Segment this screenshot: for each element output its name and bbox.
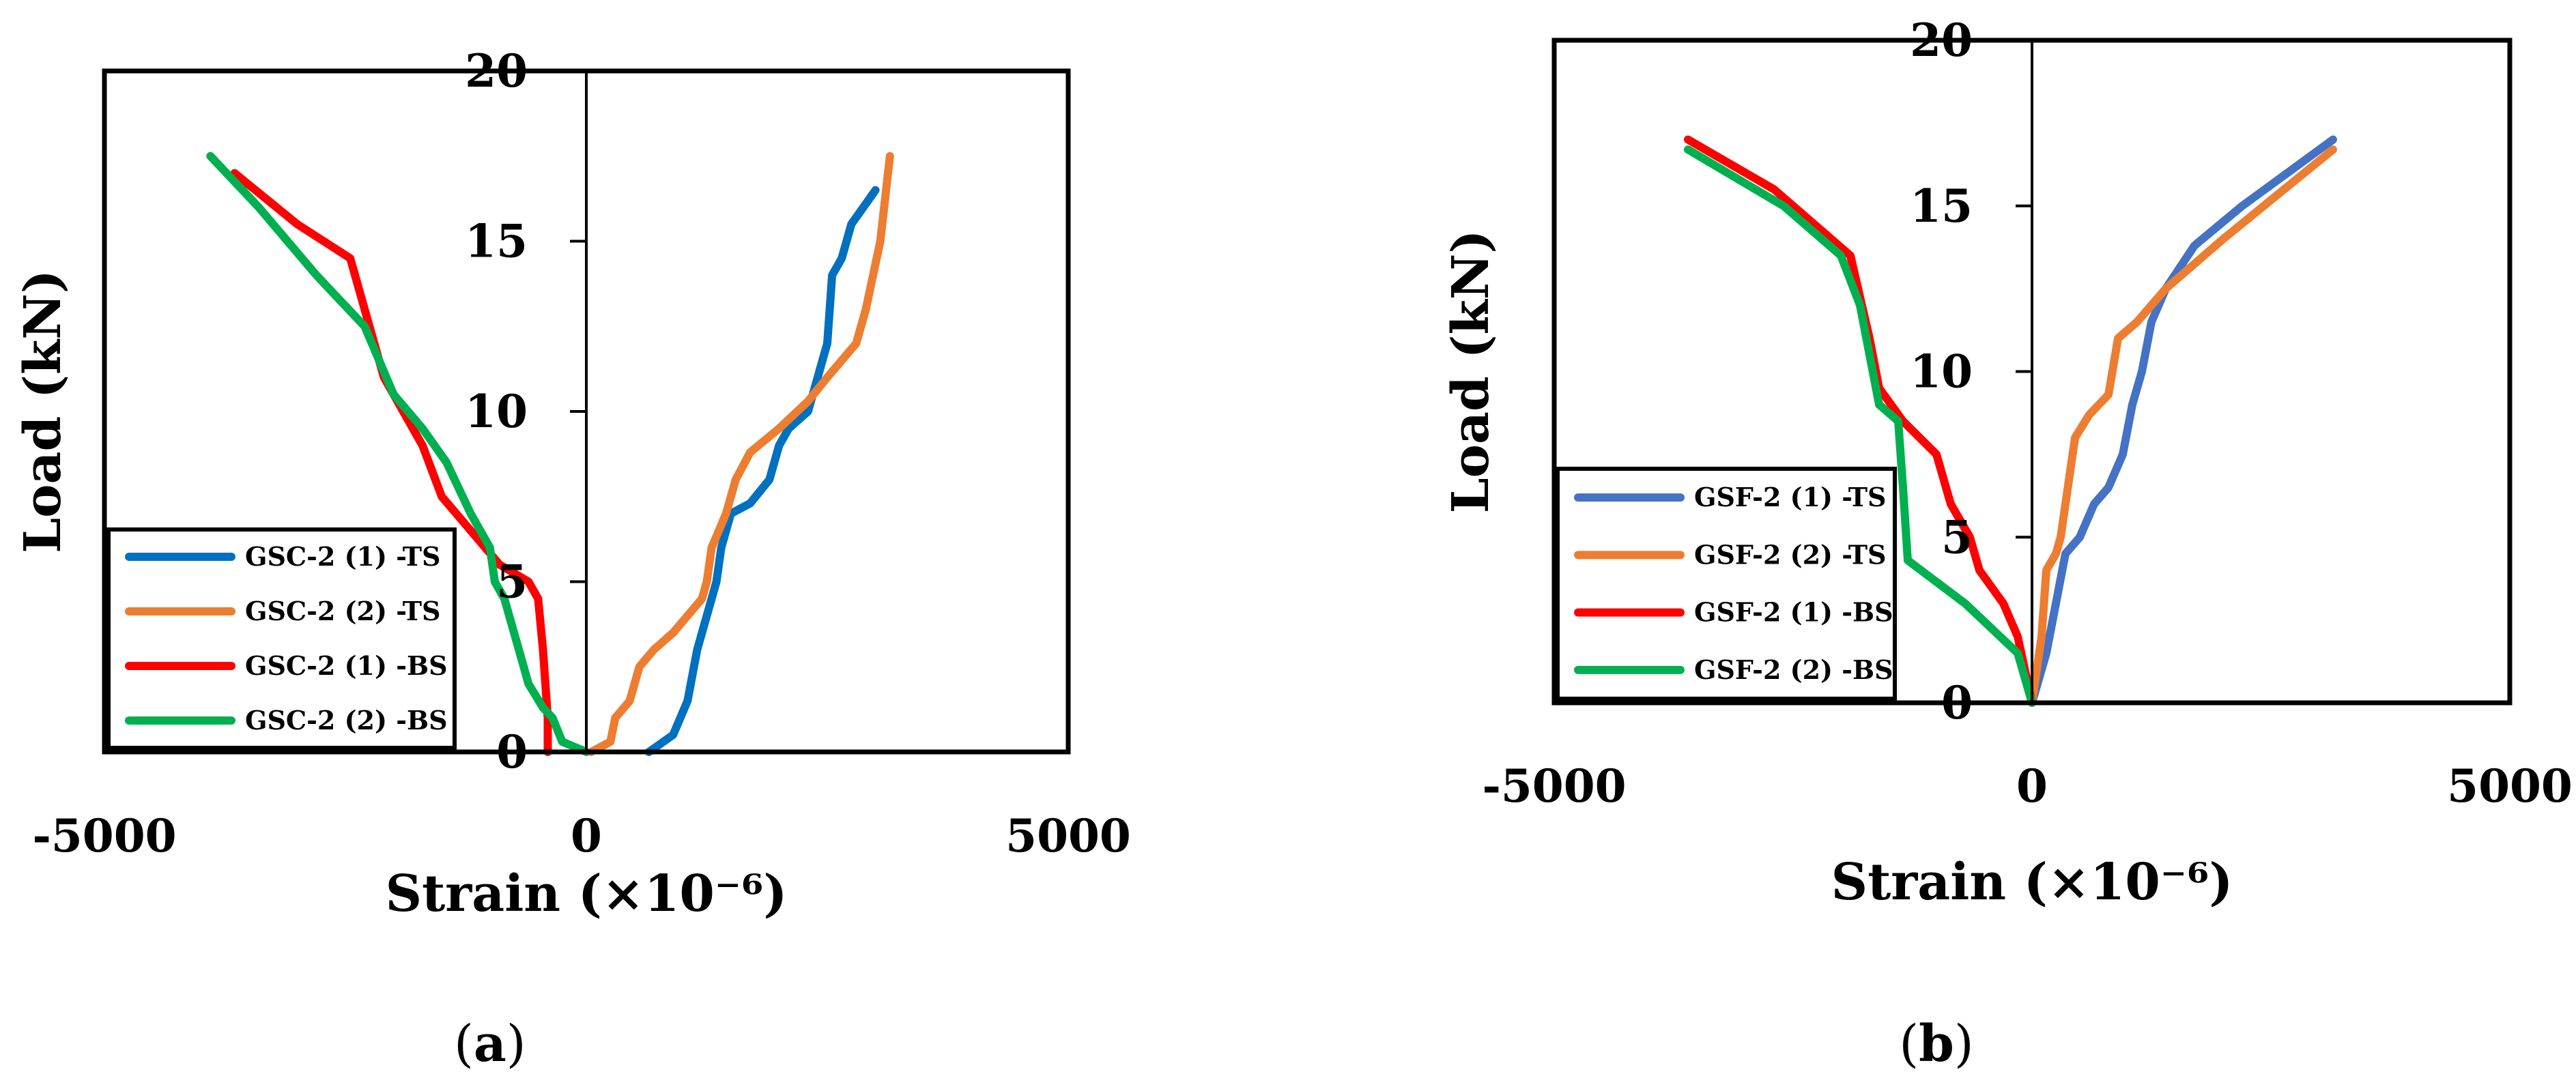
panel-a-legend: GSC-2 (1) -TS GSC-2 (2) -TS GSC-2 (1) -BS G… (106, 527, 457, 750)
panel-a-legend-items: GSC-2 (1) -TS GSC-2 (2) -TS GSC-2 (1) -BS G… (125, 541, 448, 736)
panel-a-x-tick-label: 5000 (1005, 809, 1131, 862)
panel-b-y-tick-label: 0 (1941, 676, 1973, 729)
panel-b-x-tick-label: -5000 (1482, 759, 1626, 813)
panel-b-legend-items: GSF-2 (1) -TS GSF-2 (2) -TS GSF-2 (1) -BS G… (1574, 482, 1893, 685)
panel-a-y-tick-label: 0 (496, 725, 528, 779)
panel-b-y-ticks: 0 5 10 15 20 (1910, 14, 2032, 729)
panel-a-x-ticks: -5000 0 5000 (32, 809, 1130, 862)
panel-a-x-axis-label: Strain (×10⁻⁶) (386, 865, 788, 923)
panel-b-series-3 (1684, 135, 2036, 707)
panel-b-x-ticks: -5000 0 5000 (1482, 759, 2572, 813)
panel-b-caption: (b) (1899, 1015, 1974, 1073)
panel-a-y-axis-label: Load (kN) (14, 270, 72, 553)
panel-a-legend-label-4: GSC-2 (2) -BS (245, 705, 448, 736)
panel-b-legend-label-3: GSF-2 (1) -BS (1694, 597, 1893, 628)
panel-a-x-tick-label: -5000 (32, 809, 176, 862)
panel-a-y-tick-label: 20 (465, 44, 528, 98)
panel-b-caption-open: ( (1899, 1015, 1919, 1073)
panel-b-legend-label-1: GSF-2 (1) -TS (1694, 482, 1886, 512)
panel-a-legend-label-3: GSC-2 (1) -BS (245, 650, 448, 681)
panel-a-legend-box (106, 527, 457, 750)
panel-a-caption: (a) (454, 1015, 526, 1073)
panel-b-caption-letter: b (1919, 1015, 1954, 1073)
panel-a-series-layer (206, 151, 894, 756)
panel-a-y-tick-label: 5 (496, 555, 528, 609)
panel-b-series-2 (2028, 145, 2337, 707)
panel-b-x-tick-label: 0 (2016, 759, 2048, 813)
panel-b-caption-close: ) (1954, 1015, 1974, 1073)
panel-b-legend: GSF-2 (1) -TS GSF-2 (2) -TS GSF-2 (1) -BS G… (1556, 467, 1897, 701)
panel-a-legend-label-2: GSC-2 (2) -TS (245, 596, 440, 626)
panel-a-caption-open: ( (454, 1015, 474, 1073)
panel-b-series-4 (1684, 145, 2036, 707)
panel-b-y-tick-label: 20 (1910, 14, 1973, 67)
panel-b: -5000 0 5000 0 5 10 15 20 Strain (×10⁻⁶) Load … (1442, 14, 2573, 1073)
panel-a: -5000 0 5000 0 5 10 15 20 Strain (×10⁻⁶) Load … (14, 44, 1131, 1073)
panel-b-y-axis-label: Load (kN) (1442, 230, 1500, 514)
panel-b-y-tick-label: 5 (1941, 510, 1973, 564)
panel-b-legend-label-4: GSF-2 (2) -BS (1694, 654, 1893, 685)
panel-a-y-ticks: 0 5 10 15 20 (465, 44, 586, 779)
panel-b-y-tick-label: 10 (1910, 345, 1973, 398)
panel-b-series-1 (2028, 135, 2337, 707)
panel-a-legend-label-1: GSC-2 (1) -TS (245, 541, 440, 572)
panel-a-series-4 (206, 151, 590, 756)
panel-b-series-layer (1684, 135, 2337, 707)
panel-b-x-tick-label: 5000 (2447, 759, 2573, 813)
panel-b-y-tick-label: 15 (1910, 179, 1973, 233)
panel-a-series-2 (587, 151, 894, 756)
panel-a-y-tick-label: 15 (465, 215, 528, 268)
panel-b-legend-box (1556, 467, 1897, 701)
panel-a-y-tick-label: 10 (465, 385, 528, 438)
panel-b-legend-label-2: GSF-2 (2) -TS (1694, 539, 1886, 570)
panel-a-caption-letter: a (474, 1015, 506, 1073)
panel-b-x-axis-label: Strain (×10⁻⁶) (1831, 853, 2233, 912)
panel-a-series-1 (644, 186, 880, 756)
panel-a-caption-close: ) (506, 1015, 526, 1073)
panel-a-series-3 (230, 169, 552, 756)
panel-a-x-tick-label: 0 (571, 809, 602, 862)
